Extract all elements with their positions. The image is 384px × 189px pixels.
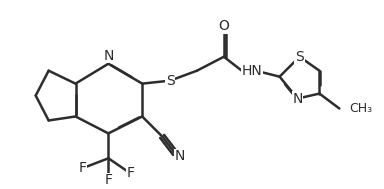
Text: N: N [292,91,303,106]
Text: F: F [78,161,86,175]
Text: F: F [104,173,113,187]
Text: CH₃: CH₃ [349,102,372,115]
Text: F: F [126,166,134,180]
Text: S: S [295,50,304,64]
Text: N: N [175,149,185,163]
Text: N: N [103,49,114,63]
Text: HN: HN [242,64,263,78]
Text: O: O [218,19,229,33]
Text: S: S [166,74,174,88]
